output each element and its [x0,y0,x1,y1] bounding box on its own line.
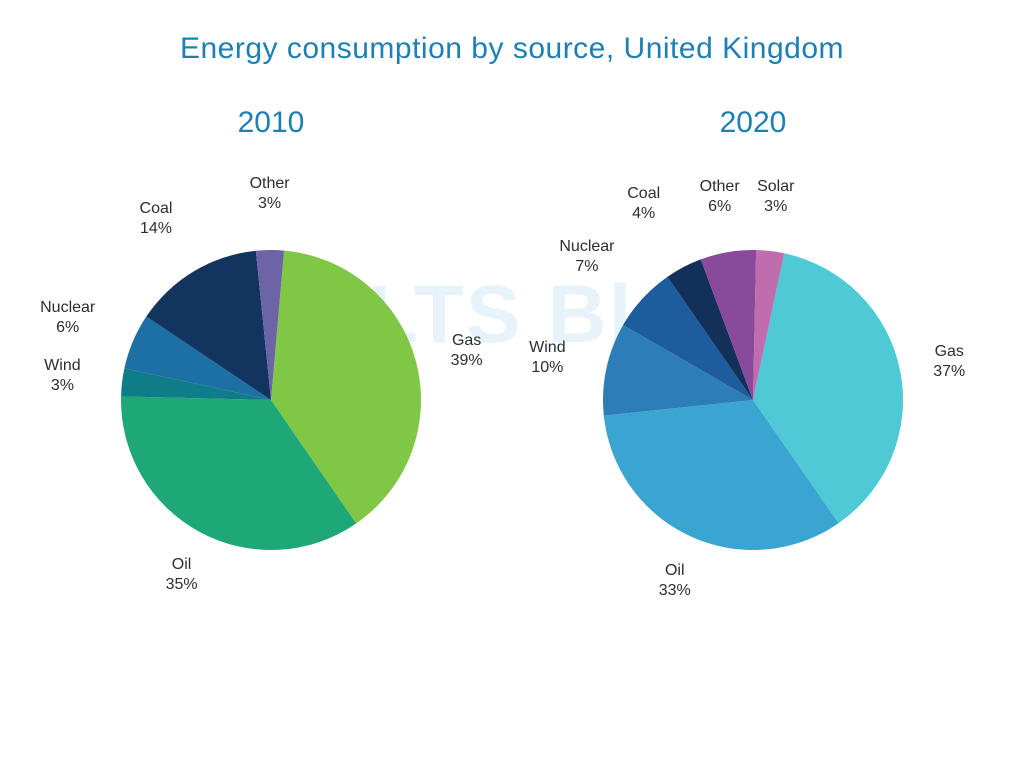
slice-label-other: Other6% [700,177,740,217]
pie-wrap: Gas37%Oil33%Wind10%Nuclear7%Coal4%Other6… [523,190,983,610]
slice-label-coal: Coal4% [627,184,660,224]
slice-label-name: Other [700,177,740,197]
slice-label-wind: Wind3% [44,356,80,396]
slice-label-nuclear: Nuclear6% [40,298,95,338]
slice-label-oil: Oil33% [659,561,691,601]
slice-label-name: Other [250,174,290,194]
slice-label-value: 37% [933,362,965,382]
slice-label-name: Gas [933,342,965,362]
pie-chart [121,250,421,550]
slice-label-value: 3% [757,197,794,217]
slice-label-name: Nuclear [40,298,95,318]
slice-label-name: Wind [44,356,80,376]
slice-label-value: 3% [250,194,290,214]
slice-label-solar: Solar3% [757,177,794,217]
slice-label-name: Gas [451,331,483,351]
charts-container: 2010Gas39%Oil35%Wind3%Nuclear6%Coal14%Ot… [0,106,1024,610]
slice-label-value: 3% [44,376,80,396]
chart-year-label: 2010 [238,106,305,140]
slice-label-wind: Wind10% [529,338,565,378]
slice-label-name: Oil [166,555,198,575]
slice-label-oil: Oil35% [166,555,198,595]
slice-label-value: 39% [451,351,483,371]
slice-label-value: 10% [529,358,565,378]
slice-label-other: Other3% [250,174,290,214]
slice-label-name: Coal [140,199,173,219]
chart-year-label: 2020 [720,106,787,140]
pie-wrap: Gas39%Oil35%Wind3%Nuclear6%Coal14%Other3… [41,190,501,610]
slice-label-name: Oil [659,561,691,581]
slice-label-name: Coal [627,184,660,204]
slice-label-value: 33% [659,581,691,601]
page-title: Energy consumption by source, United Kin… [0,0,1024,66]
slice-label-value: 35% [166,575,198,595]
slice-label-name: Solar [757,177,794,197]
chart-2020: 2020Gas37%Oil33%Wind10%Nuclear7%Coal4%Ot… [523,106,983,610]
slice-label-coal: Coal14% [140,199,173,239]
slice-label-name: Wind [529,338,565,358]
chart-2010: 2010Gas39%Oil35%Wind3%Nuclear6%Coal14%Ot… [41,106,501,610]
slice-label-value: 6% [700,197,740,217]
slice-label-value: 6% [40,318,95,338]
slice-label-value: 4% [627,204,660,224]
slice-label-gas: Gas37% [933,342,965,382]
pie-chart [603,250,903,550]
slice-label-gas: Gas39% [451,331,483,371]
slice-label-value: 14% [140,219,173,239]
